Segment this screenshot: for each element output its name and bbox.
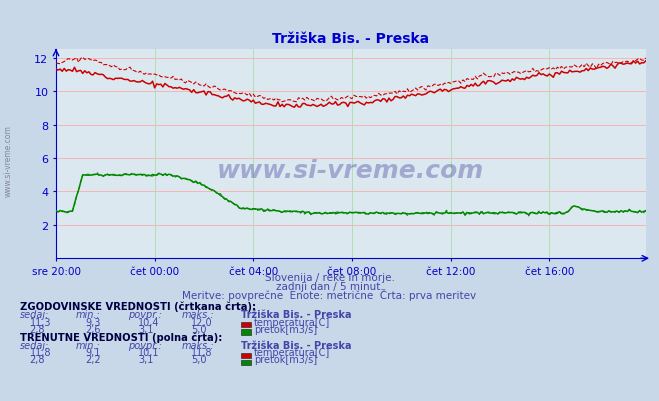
Text: min.:: min.: [76, 310, 101, 320]
Text: 9,1: 9,1 [86, 347, 101, 357]
Text: 5,0: 5,0 [191, 324, 207, 334]
Text: sedaj:: sedaj: [20, 340, 49, 350]
Text: pretok[m3/s]: pretok[m3/s] [254, 354, 317, 365]
Text: 9,3: 9,3 [86, 317, 101, 327]
Text: 2,8: 2,8 [30, 354, 45, 365]
Text: 10,4: 10,4 [138, 317, 160, 327]
Text: maks.:: maks.: [181, 340, 214, 350]
Text: 2,6: 2,6 [86, 324, 101, 334]
Text: Tržiška Bis. - Preska: Tržiška Bis. - Preska [241, 310, 351, 320]
Text: 3,1: 3,1 [138, 354, 154, 365]
Text: 11,8: 11,8 [30, 347, 51, 357]
Text: Tržiška Bis. - Preska: Tržiška Bis. - Preska [241, 340, 351, 350]
Text: 3,1: 3,1 [138, 324, 154, 334]
Text: www.si-vreme.com: www.si-vreme.com [3, 125, 13, 196]
Text: ZGODOVINSKE VREDNOSTI (črtkana črta):: ZGODOVINSKE VREDNOSTI (črtkana črta): [20, 301, 256, 312]
Text: povpr.:: povpr.: [129, 340, 162, 350]
Text: 10,1: 10,1 [138, 347, 160, 357]
Text: 2,2: 2,2 [86, 354, 101, 365]
Text: sedaj:: sedaj: [20, 310, 49, 320]
Text: 2,8: 2,8 [30, 324, 45, 334]
Text: zadnji dan / 5 minut.: zadnji dan / 5 minut. [275, 282, 384, 292]
Text: 11,3: 11,3 [30, 317, 51, 327]
Text: Meritve: povprečne  Enote: metrične  Črta: prva meritev: Meritve: povprečne Enote: metrične Črta:… [183, 288, 476, 300]
Text: 11,8: 11,8 [191, 347, 213, 357]
Title: Tržiška Bis. - Preska: Tržiška Bis. - Preska [272, 32, 430, 46]
Text: temperatura[C]: temperatura[C] [254, 317, 330, 327]
Text: temperatura[C]: temperatura[C] [254, 347, 330, 357]
Text: Slovenija / reke in morje.: Slovenija / reke in morje. [264, 273, 395, 283]
Text: povpr.:: povpr.: [129, 310, 162, 320]
Text: 5,0: 5,0 [191, 354, 207, 365]
Text: TRENUTNE VREDNOSTI (polna črta):: TRENUTNE VREDNOSTI (polna črta): [20, 332, 222, 342]
Text: pretok[m3/s]: pretok[m3/s] [254, 324, 317, 334]
Text: 12,0: 12,0 [191, 317, 213, 327]
Text: min.:: min.: [76, 340, 101, 350]
Text: www.si-vreme.com: www.si-vreme.com [217, 159, 484, 183]
Text: maks.:: maks.: [181, 310, 214, 320]
